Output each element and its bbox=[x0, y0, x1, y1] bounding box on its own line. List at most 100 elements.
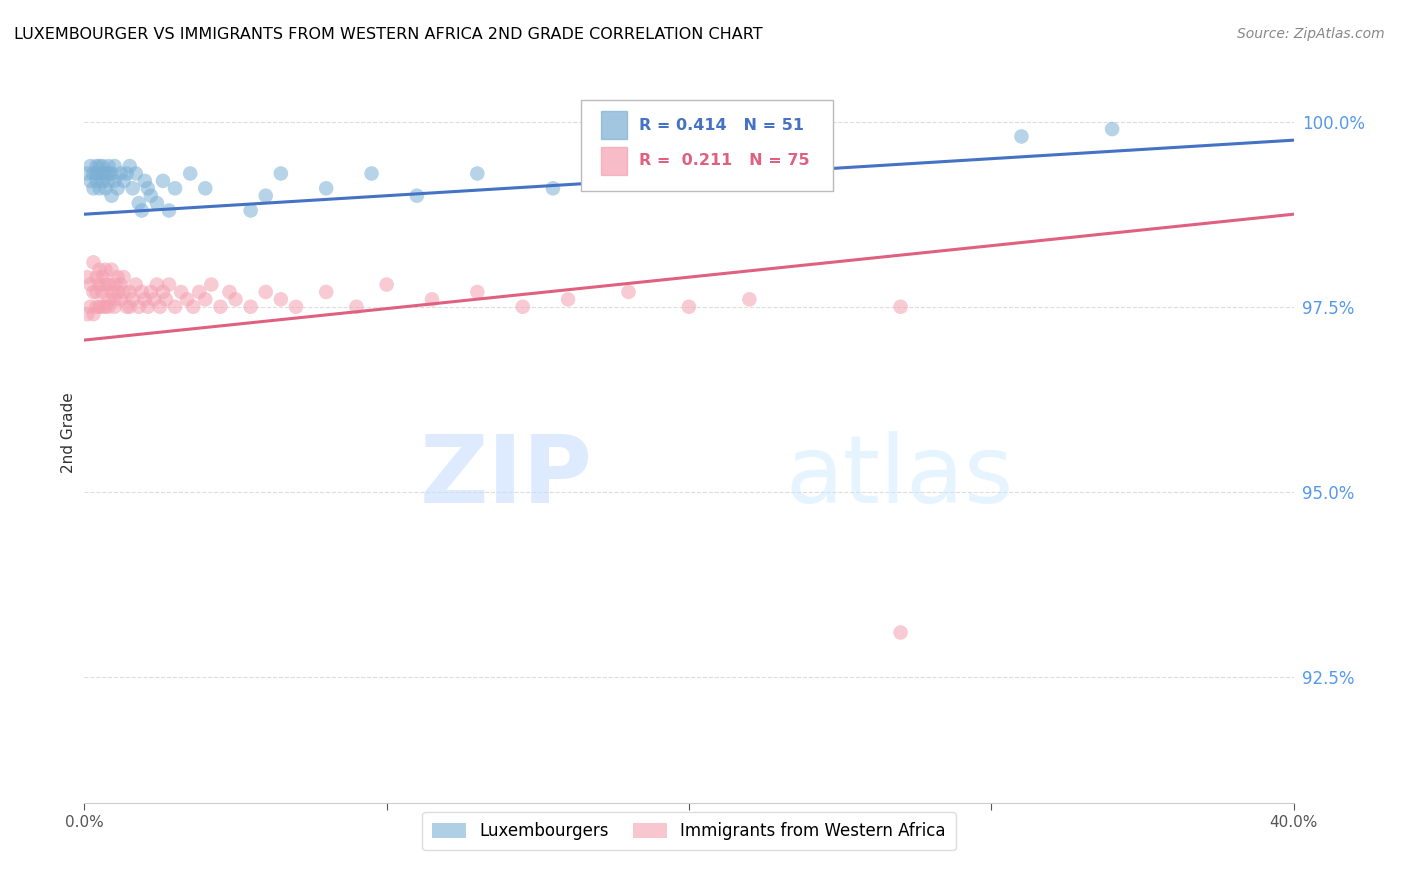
Point bbox=[79, 300, 101, 314]
Point bbox=[188, 285, 211, 299]
Point bbox=[209, 300, 232, 314]
Point bbox=[239, 300, 262, 314]
Point bbox=[165, 181, 187, 195]
Point bbox=[541, 181, 564, 195]
Point bbox=[76, 167, 98, 181]
Point bbox=[112, 285, 135, 299]
Point bbox=[107, 285, 129, 299]
Point bbox=[100, 188, 122, 202]
Legend: Luxembourgers, Immigrants from Western Africa: Luxembourgers, Immigrants from Western A… bbox=[422, 812, 956, 850]
Point bbox=[128, 300, 150, 314]
Point bbox=[134, 174, 156, 188]
Point bbox=[512, 300, 534, 314]
Point bbox=[79, 159, 101, 173]
Point bbox=[115, 167, 138, 181]
Point bbox=[100, 285, 122, 299]
Y-axis label: 2nd Grade: 2nd Grade bbox=[60, 392, 76, 473]
Point bbox=[678, 300, 700, 314]
Point bbox=[315, 181, 337, 195]
Point bbox=[76, 307, 98, 321]
Point bbox=[97, 159, 120, 173]
Text: LUXEMBOURGER VS IMMIGRANTS FROM WESTERN AFRICA 2ND GRADE CORRELATION CHART: LUXEMBOURGER VS IMMIGRANTS FROM WESTERN … bbox=[14, 27, 762, 42]
Point bbox=[285, 300, 308, 314]
Point bbox=[406, 188, 429, 202]
Point bbox=[181, 300, 204, 314]
Point bbox=[315, 285, 337, 299]
Point bbox=[142, 293, 165, 307]
Point bbox=[91, 174, 114, 188]
Point bbox=[121, 181, 143, 195]
Point bbox=[97, 293, 120, 307]
Point bbox=[94, 181, 117, 195]
Point bbox=[360, 167, 382, 181]
Point bbox=[125, 167, 148, 181]
Text: ZIP: ZIP bbox=[419, 431, 592, 523]
Point bbox=[104, 174, 127, 188]
Point bbox=[155, 293, 177, 307]
Point bbox=[86, 300, 108, 314]
Point bbox=[91, 167, 114, 181]
Point bbox=[91, 300, 114, 314]
Point bbox=[149, 300, 172, 314]
Point bbox=[239, 203, 262, 218]
Point bbox=[91, 159, 114, 173]
Point bbox=[110, 293, 132, 307]
Point bbox=[118, 285, 141, 299]
Point bbox=[134, 293, 156, 307]
Point bbox=[738, 293, 761, 307]
FancyBboxPatch shape bbox=[600, 112, 627, 139]
Point bbox=[1101, 122, 1123, 136]
Point bbox=[76, 270, 98, 285]
Point bbox=[254, 188, 277, 202]
Point bbox=[94, 262, 117, 277]
FancyBboxPatch shape bbox=[581, 100, 832, 191]
Point bbox=[218, 285, 240, 299]
Point bbox=[82, 167, 104, 181]
Point bbox=[89, 277, 111, 292]
Point bbox=[82, 255, 104, 269]
Point bbox=[125, 277, 148, 292]
Point bbox=[194, 181, 217, 195]
Point bbox=[139, 285, 162, 299]
Point bbox=[100, 167, 122, 181]
Point bbox=[146, 277, 169, 292]
Point bbox=[131, 203, 153, 218]
Point bbox=[139, 188, 162, 202]
Point bbox=[107, 270, 129, 285]
Point bbox=[82, 285, 104, 299]
Point bbox=[89, 262, 111, 277]
Point bbox=[97, 300, 120, 314]
Point bbox=[467, 167, 489, 181]
Point bbox=[104, 300, 127, 314]
Point bbox=[79, 174, 101, 188]
Point bbox=[136, 300, 159, 314]
Point bbox=[97, 174, 120, 188]
Point bbox=[110, 277, 132, 292]
Point bbox=[94, 277, 117, 292]
Point bbox=[136, 181, 159, 195]
Point bbox=[131, 285, 153, 299]
Point bbox=[420, 293, 443, 307]
Point bbox=[100, 262, 122, 277]
Point bbox=[157, 203, 180, 218]
Point bbox=[200, 277, 222, 292]
Text: Source: ZipAtlas.com: Source: ZipAtlas.com bbox=[1237, 27, 1385, 41]
Point bbox=[170, 285, 193, 299]
Point bbox=[617, 285, 640, 299]
Point bbox=[89, 167, 111, 181]
Point bbox=[254, 285, 277, 299]
Point bbox=[86, 270, 108, 285]
Point bbox=[107, 181, 129, 195]
Point bbox=[104, 159, 127, 173]
Point bbox=[112, 270, 135, 285]
Point bbox=[557, 293, 579, 307]
Point bbox=[270, 293, 292, 307]
Text: atlas: atlas bbox=[786, 431, 1014, 523]
Point bbox=[82, 307, 104, 321]
Point bbox=[86, 174, 108, 188]
Point bbox=[115, 300, 138, 314]
Point bbox=[375, 277, 398, 292]
Point bbox=[89, 300, 111, 314]
Point bbox=[91, 285, 114, 299]
Point bbox=[128, 196, 150, 211]
